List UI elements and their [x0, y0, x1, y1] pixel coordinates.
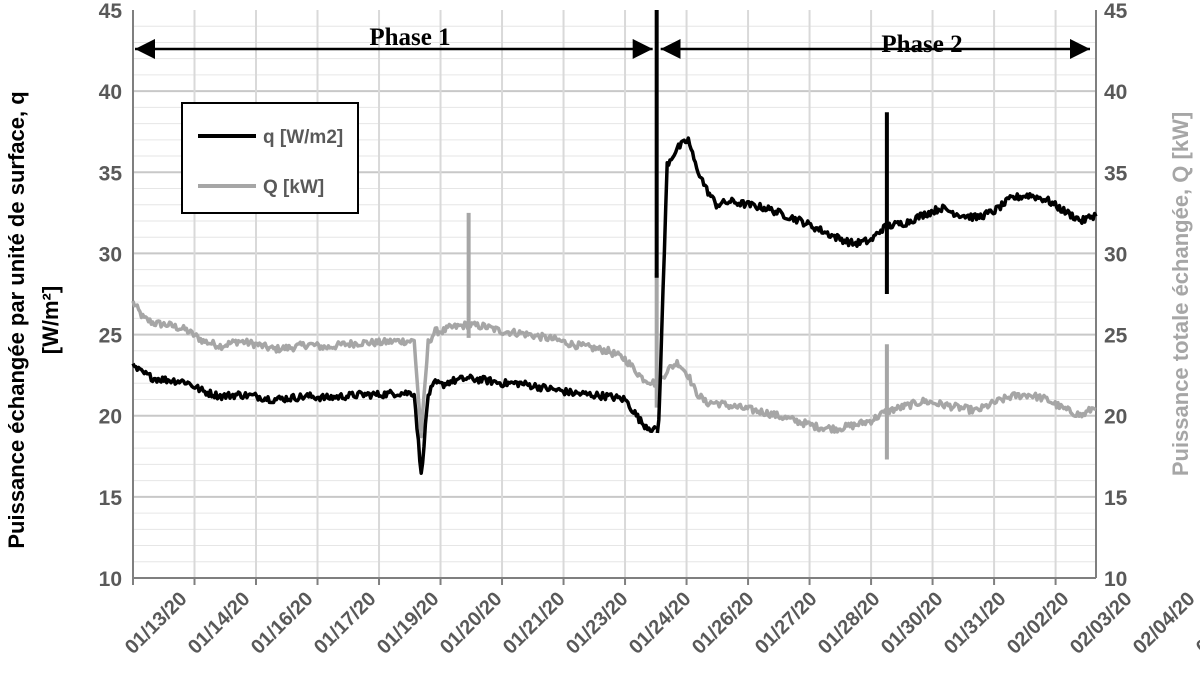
x-tick-label: 01/27/20 — [751, 588, 822, 659]
phase-annotations: Phase 1 Phase 2 — [135, 24, 1090, 59]
x-tick-label: 01/19/20 — [373, 588, 444, 659]
y-axis-right-label: Puissance totale échangée, Q [kW] — [1168, 112, 1193, 476]
x-tick-label: 01/16/20 — [247, 588, 318, 659]
x-tick-label: 01/17/20 — [310, 588, 381, 659]
y-tick-right-label: 30 — [1104, 243, 1127, 266]
y-tick-left-label: 15 — [99, 487, 123, 510]
x-tick-label: 01/26/20 — [688, 588, 759, 659]
y-tick-left-label: 45 — [99, 0, 123, 23]
y-tick-left-label: 25 — [99, 325, 123, 348]
series-q — [131, 10, 1098, 475]
y-tick-left-label: 30 — [99, 243, 122, 266]
x-tick-label: 01/21/20 — [499, 588, 570, 659]
y-axis-left-label: Puissance échangée par unité de surface,… — [4, 91, 29, 548]
y-tick-right-label: 35 — [1104, 162, 1128, 185]
x-tick-label: 01/20/20 — [436, 588, 507, 659]
x-tick-label: 01/13/20 — [121, 588, 192, 659]
y-tick-left-label: 20 — [99, 406, 122, 429]
x-tick-label: 01/31/20 — [940, 588, 1011, 659]
legend-label-q: q [W/m2] — [263, 127, 343, 148]
y-axis-left-ticks: 10 15 20 25 30 35 40 45 — [99, 0, 123, 591]
phase-2-label: Phase 2 — [881, 31, 962, 58]
x-tick-label: 01/24/20 — [625, 588, 696, 659]
y-tick-right-label: 40 — [1104, 81, 1127, 104]
x-tick-label: 01/14/20 — [184, 588, 255, 659]
y-tick-right-label: 45 — [1104, 0, 1128, 23]
axes — [132, 10, 1097, 579]
series-line-segment — [655, 358, 1097, 434]
y-tick-right-label: 25 — [1104, 325, 1128, 348]
y-tick-right-label: 20 — [1104, 406, 1127, 429]
x-tick-label: 02/03/20 — [1066, 588, 1137, 659]
series-line-segment — [131, 362, 658, 475]
y-tick-left-label: 40 — [99, 81, 122, 104]
series-layer — [131, 10, 1098, 475]
x-axis-ticks: 01/13/2001/14/2001/16/2001/17/2001/19/20… — [121, 578, 1200, 659]
x-tick-label: 02/04/20 — [1129, 588, 1200, 659]
y-tick-left-label: 35 — [99, 162, 123, 185]
x-tick-label: 01/30/20 — [877, 588, 948, 659]
x-tick-label: 01/28/20 — [814, 588, 885, 659]
y-tick-right-label: 10 — [1104, 568, 1127, 591]
legend-box — [181, 102, 359, 214]
legend: q [W/m2] Q [kW] — [181, 102, 359, 214]
y-tick-left-label: 10 — [99, 568, 122, 591]
series-line-segment — [655, 136, 1098, 434]
phase-1-label: Phase 1 — [369, 24, 450, 51]
x-tick-label: 02/02/20 — [1003, 588, 1074, 659]
y-tick-right-label: 15 — [1104, 487, 1128, 510]
x-tick-label: 01/23/20 — [562, 588, 633, 659]
series-line-segment — [131, 300, 658, 439]
series-Q — [131, 212, 1097, 460]
gridlines — [133, 10, 1096, 578]
legend-label-Q: Q [kW] — [263, 177, 324, 198]
y-axis-left-unit: [W/m²] — [38, 286, 63, 354]
y-axis-right-ticks: 10 15 20 25 30 35 40 45 — [1104, 0, 1128, 591]
